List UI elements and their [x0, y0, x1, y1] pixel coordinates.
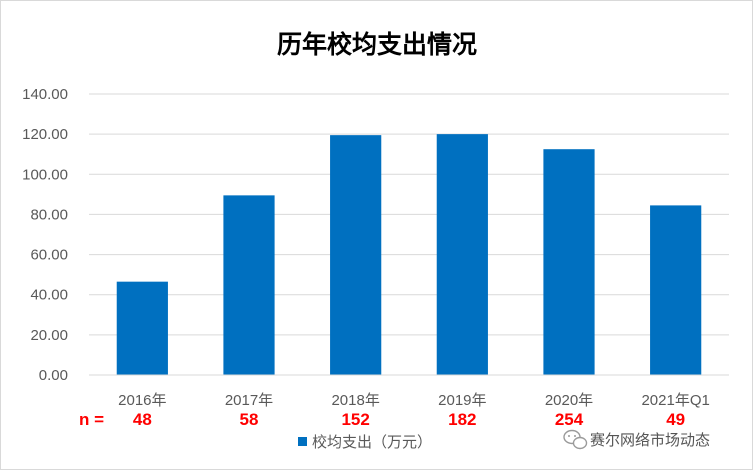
- bar: [116, 281, 168, 375]
- y-tick-label: 40.00: [30, 287, 68, 304]
- y-tick-label: 80.00: [30, 206, 68, 223]
- bars: [116, 134, 702, 375]
- bar: [223, 195, 275, 375]
- wechat-icon: [563, 429, 588, 450]
- y-tick-label: 140.00: [22, 86, 68, 103]
- bar: [330, 135, 382, 375]
- x-tick-label: 2020年: [545, 392, 593, 409]
- x-tick-label: 2016年: [118, 392, 166, 409]
- sample-size-label: 182: [448, 410, 476, 429]
- x-axis-ticks: 2016年 2017年 2018年 2019年 2020年 2021年Q1: [118, 392, 710, 409]
- y-axis-ticks: 0.00 20.00 40.00 60.00 80.00 100.00 120.00 140.…: [22, 86, 68, 384]
- legend-label: 校均支出（万元）: [312, 433, 432, 451]
- sample-size-label: 48: [133, 410, 152, 429]
- y-tick-label: 100.00: [22, 166, 68, 183]
- y-tick-label: 120.00: [22, 126, 68, 143]
- sample-size-label: 58: [240, 410, 259, 429]
- legend: 校均支出（万元）: [298, 433, 432, 451]
- chart-title: 历年校均支出情况: [277, 30, 477, 59]
- y-tick-label: 60.00: [30, 247, 68, 264]
- sample-size-label: 49: [666, 410, 685, 429]
- x-tick-label: 2018年: [331, 392, 379, 409]
- bar: [436, 134, 488, 375]
- sample-size-label: 152: [341, 410, 369, 429]
- gridlines: [89, 93, 729, 336]
- x-tick-label: 2017年: [225, 392, 273, 409]
- watermark: 赛尔网络市场动态: [563, 429, 710, 450]
- bar: [650, 205, 702, 375]
- bar: [543, 149, 595, 375]
- sample-sizes: 48 58 152 182 254 49: [133, 410, 685, 429]
- y-tick-label: 20.00: [30, 327, 68, 344]
- legend-swatch: [298, 437, 307, 446]
- watermark-text: 赛尔网络市场动态: [590, 431, 710, 449]
- sample-size-prefix: n =: [79, 410, 104, 429]
- y-tick-label: 0.00: [39, 367, 68, 384]
- x-tick-label: 2021年Q1: [641, 392, 709, 409]
- sample-size-label: 254: [555, 410, 584, 429]
- x-tick-label: 2019年: [438, 392, 486, 409]
